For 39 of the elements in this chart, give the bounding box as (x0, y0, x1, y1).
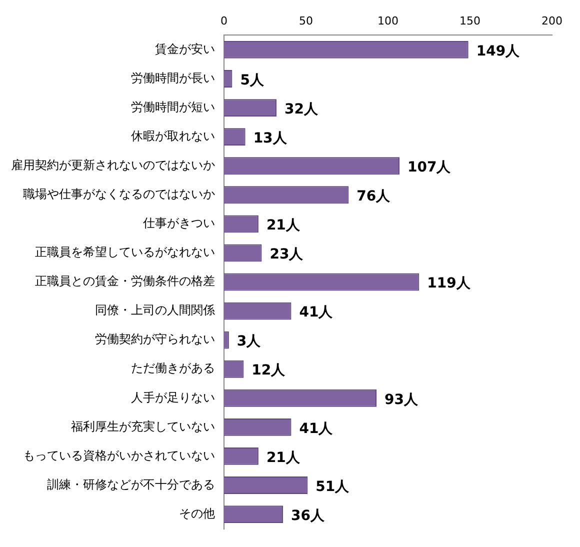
y-tick-label: 訓練・研修などが不十分である (47, 477, 215, 492)
data-label: 13人 (253, 130, 288, 146)
data-label: 149人 (476, 43, 521, 60)
y-tick-label: 雇用契約が更新されないのではないか (11, 158, 215, 172)
y-tick-label: ただ働きがある (131, 361, 215, 376)
y-tick-label: 休暇が取れない (131, 128, 215, 143)
y-tick-label: 労働時間が短い (131, 100, 215, 114)
y-tick-label: 正職員を希望しているがなれない (35, 245, 215, 260)
data-label: 23人 (270, 246, 304, 263)
data-label: 41人 (299, 420, 334, 437)
data-label: 107人 (407, 160, 452, 176)
y-tick-label: 人手が足りない (131, 390, 215, 404)
data-label: 12人 (252, 362, 286, 379)
y-tick-label: もっている資格がいかされていない (23, 448, 215, 462)
data-label: 41人 (299, 304, 334, 321)
data-label: 51人 (316, 478, 350, 495)
data-label: 93人 (384, 392, 419, 408)
y-tick-label: 仕事がきつい (142, 216, 215, 230)
y-tick-label: 賃金が安い (155, 42, 215, 56)
data-label: 21人 (266, 218, 301, 234)
x-tick-label: 0 (220, 14, 228, 28)
x-tick-label: 50 (299, 14, 313, 28)
y-tick-label: 同僚・上司の人間関係 (95, 303, 215, 318)
y-tick-label: 労働時間が長い (131, 70, 215, 85)
x-tick-label: 150 (460, 14, 480, 28)
x-tick-label: 200 (542, 14, 562, 28)
data-label: 32人 (284, 101, 319, 118)
y-tick-label: その他 (179, 506, 215, 520)
data-label: 76人 (356, 188, 392, 205)
y-tick-label: 福利厚生が充実していない (71, 419, 215, 434)
data-label: 21人 (266, 450, 301, 466)
data-label: 119人 (427, 276, 472, 292)
y-tick-label: 正職員との賃金・労働条件の格差 (35, 274, 215, 288)
data-label: 3人 (236, 334, 262, 350)
x-tick-label: 100 (378, 14, 398, 28)
data-label: 5人 (240, 72, 265, 88)
data-label: 36人 (291, 508, 326, 524)
y-tick-label: 職場や仕事がなくなるのではないか (23, 187, 215, 202)
y-tick-label: 労働契約が守られない (95, 332, 215, 346)
